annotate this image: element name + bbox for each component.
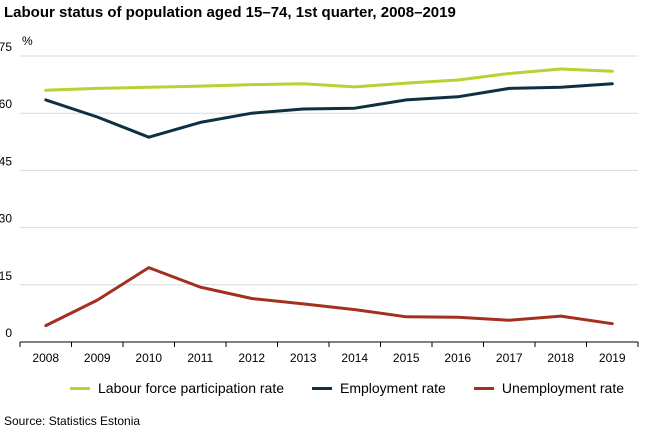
data-point <box>302 83 304 85</box>
legend-item-2: Employment rate <box>312 380 446 396</box>
data-point <box>96 299 98 301</box>
data-point <box>560 68 562 70</box>
data-point <box>354 86 356 88</box>
legend-swatch <box>473 386 494 390</box>
data-point <box>96 116 98 118</box>
y-tick-label: 75 <box>0 40 12 54</box>
legend-swatch <box>312 386 332 390</box>
source-note: Source: Statistics Estonia <box>4 414 141 428</box>
x-tick-label: 2018 <box>547 351 574 365</box>
series-line-3 <box>44 266 614 328</box>
y-tick-label: 0 <box>5 326 12 340</box>
data-point <box>457 96 459 98</box>
data-point <box>405 316 407 318</box>
x-tick-label: 2017 <box>496 351 523 365</box>
data-point <box>354 309 356 311</box>
data-point <box>611 83 613 85</box>
legend-item-3: Unemployment rate <box>473 380 624 396</box>
y-axis-ticks: 0 15 30 45 60 75 <box>0 40 12 340</box>
data-point <box>508 319 510 321</box>
x-tick-label: 2008 <box>32 351 59 365</box>
y-tick-label: 45 <box>0 154 12 168</box>
legend-label: Labour force participation rate <box>98 380 284 396</box>
data-point <box>148 136 150 138</box>
data-point <box>251 112 253 114</box>
x-tick-label: 2016 <box>444 351 471 365</box>
legend-label: Unemployment rate <box>501 380 624 396</box>
y-tick-label: 30 <box>0 212 12 226</box>
data-point <box>45 325 47 327</box>
data-point <box>457 316 459 318</box>
data-point <box>45 89 47 91</box>
chart-title: Labour status of population aged 15–74, … <box>4 4 456 21</box>
data-point <box>508 87 510 89</box>
series-lines <box>44 67 614 328</box>
data-point <box>611 323 613 325</box>
data-point <box>251 84 253 86</box>
data-point <box>302 303 304 305</box>
gridlines <box>20 55 638 343</box>
data-point <box>508 73 510 75</box>
series-line-1 <box>44 67 614 92</box>
data-point <box>96 87 98 89</box>
x-tick-label: 2013 <box>290 351 317 365</box>
legend-item-1: Labour force participation rate <box>70 380 284 396</box>
data-point <box>560 86 562 88</box>
legend: Labour force participation rate Employmen… <box>70 380 650 396</box>
x-tick-label: 2011 <box>187 351 213 365</box>
series-line-2 <box>44 82 614 139</box>
data-point <box>457 79 459 81</box>
legend-label: Employment rate <box>340 380 446 396</box>
data-point <box>405 82 407 84</box>
x-tick-label: 2015 <box>393 351 420 365</box>
y-axis-unit: % <box>22 34 33 48</box>
legend-swatch <box>70 386 90 390</box>
data-point <box>405 99 407 101</box>
x-tick-label: 2012 <box>238 351 265 365</box>
x-tick-label: 2010 <box>135 351 162 365</box>
x-tick-label: 2009 <box>84 351 111 365</box>
y-tick-label: 60 <box>0 97 12 111</box>
x-tick-label: 2014 <box>341 351 368 365</box>
data-point <box>199 286 201 288</box>
data-point <box>148 86 150 88</box>
x-tick-label: 2019 <box>599 351 626 365</box>
data-point <box>251 298 253 300</box>
data-point <box>148 267 150 269</box>
data-point <box>199 121 201 123</box>
data-point <box>199 85 201 87</box>
y-tick-label: 15 <box>0 269 12 283</box>
data-point <box>560 315 562 317</box>
data-point <box>611 70 613 72</box>
data-point <box>45 99 47 101</box>
x-axis-ticks: 2008 2009 2010 2011 2012 2013 2014 2015 2016 2017… <box>19 342 639 365</box>
data-point <box>302 108 304 110</box>
data-point <box>354 107 356 109</box>
